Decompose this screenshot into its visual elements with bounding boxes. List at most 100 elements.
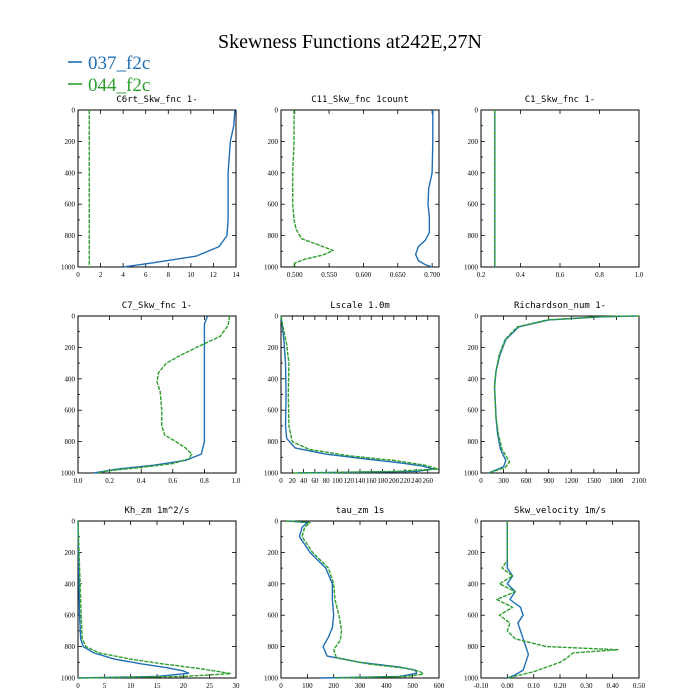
y-tick-label: 600 [268, 407, 279, 415]
y-tick-label: 0 [475, 313, 479, 321]
y-tick-label: 400 [65, 169, 76, 177]
x-tick-label: 0.40 [607, 682, 620, 690]
y-tick-label: 200 [268, 138, 279, 146]
y-tick-label: 200 [65, 549, 76, 557]
legend-label-044: 044_f2c [88, 75, 150, 96]
x-tick-label: 0.700 [424, 271, 440, 279]
y-tick-label: 0 [275, 107, 279, 115]
y-tick-label: 800 [65, 438, 76, 446]
x-tick-label: 0.8 [595, 271, 604, 279]
x-tick-label: 160 [366, 477, 377, 485]
y-tick-label: 400 [468, 580, 479, 588]
y-tick-label: 0 [72, 313, 76, 321]
y-tick-label: 200 [468, 138, 479, 146]
series-line-044-f2c [77, 520, 232, 679]
y-tick-label: 400 [268, 375, 279, 383]
y-tick-label: 200 [468, 344, 479, 352]
y-tick-label: 800 [268, 643, 279, 651]
y-tick-label: 1000 [61, 264, 76, 272]
axis-frame [480, 109, 640, 268]
x-tick-label: 900 [543, 477, 554, 485]
y-tick-label: 800 [268, 438, 279, 446]
x-tick-label: 0.8 [200, 477, 209, 485]
x-tick-label: 240 [411, 477, 422, 485]
x-tick-label: 30 [233, 682, 241, 690]
x-tick-label: 1200 [564, 477, 579, 485]
panel-title: C11_Skw_fnc 1count [311, 95, 409, 105]
y-tick-label: 600 [65, 201, 76, 209]
y-tick-label: 400 [65, 375, 76, 383]
x-tick-label: 0.600 [356, 271, 372, 279]
series-line-037-f2c [506, 521, 530, 679]
y-tick-label: 200 [268, 344, 279, 352]
x-tick-label: 0.550 [321, 271, 337, 279]
x-tick-label: 25 [206, 682, 214, 690]
y-tick-label: 400 [468, 169, 479, 177]
x-tick-label: 0 [76, 271, 80, 279]
x-tick-label: 80 [323, 477, 331, 485]
y-tick-label: 0 [275, 313, 279, 321]
x-tick-label: 0.4 [137, 477, 146, 485]
x-tick-label: 4 [121, 271, 125, 279]
legend-label-037: 037_f2c [88, 53, 150, 74]
y-tick-label: 600 [65, 407, 76, 415]
x-tick-label: 14 [233, 271, 241, 279]
y-tick-label: 0 [72, 107, 76, 115]
x-tick-label: 5 [103, 682, 107, 690]
x-tick-label: 0.650 [390, 271, 406, 279]
x-tick-label: 20 [289, 477, 297, 485]
legend: 037_f2c 044_f2c [68, 53, 150, 96]
x-tick-label: 1800 [609, 477, 624, 485]
x-tick-label: 120 [343, 477, 354, 485]
legend-entry-037: 037_f2c [68, 53, 150, 74]
x-tick-label: 1.0 [635, 271, 644, 279]
x-tick-label: 60 [311, 477, 319, 485]
panel-title: C1_Skw_fnc 1- [525, 95, 595, 105]
series-line-044-f2c [496, 521, 619, 679]
axis-frame [77, 109, 237, 268]
x-tick-label: 0.20 [554, 682, 567, 690]
y-tick-label: 200 [268, 549, 279, 557]
y-tick-label: 600 [268, 612, 279, 620]
panel-title: Skw_velocity 1m/s [514, 506, 606, 516]
series-line-044-f2c [291, 110, 334, 268]
x-tick-label: 0.50 [633, 682, 646, 690]
x-tick-label: 260 [422, 477, 433, 485]
x-tick-label: 0 [479, 477, 483, 485]
y-tick-label: 1000 [464, 470, 479, 478]
x-tick-label: 600 [434, 682, 445, 690]
x-tick-label: 600 [521, 477, 532, 485]
y-tick-label: 600 [468, 407, 479, 415]
x-tick-label: 0.2 [477, 271, 486, 279]
panel-title: C7_Skw_fnc 1- [122, 301, 192, 311]
x-tick-label: 10 [127, 682, 135, 690]
series-line-037-f2c [123, 109, 236, 268]
y-tick-label: 200 [65, 138, 76, 146]
y-tick-label: 600 [65, 612, 76, 620]
x-tick-label: 0 [279, 682, 283, 690]
panel-title: Richardson_num 1- [514, 301, 606, 311]
series-line-044-f2c [280, 315, 439, 474]
series-line-037-f2c [93, 315, 209, 474]
x-tick-label: -0.10 [474, 682, 489, 690]
x-tick-label: 0.500 [287, 271, 303, 279]
axis-frame [480, 520, 640, 679]
x-tick-label: 40 [300, 477, 308, 485]
y-tick-label: 600 [268, 201, 279, 209]
x-tick-label: 0 [76, 682, 80, 690]
series-line-037-f2c [488, 315, 636, 474]
series-line-044-f2c [488, 315, 640, 474]
x-tick-label: 0.6 [168, 477, 177, 485]
y-tick-label: 800 [468, 232, 479, 240]
x-tick-label: 100 [332, 477, 343, 485]
x-tick-label: 2100 [632, 477, 647, 485]
y-tick-label: 1000 [464, 675, 479, 683]
panel-title: Kh_zm 1m^2/s [124, 506, 189, 516]
